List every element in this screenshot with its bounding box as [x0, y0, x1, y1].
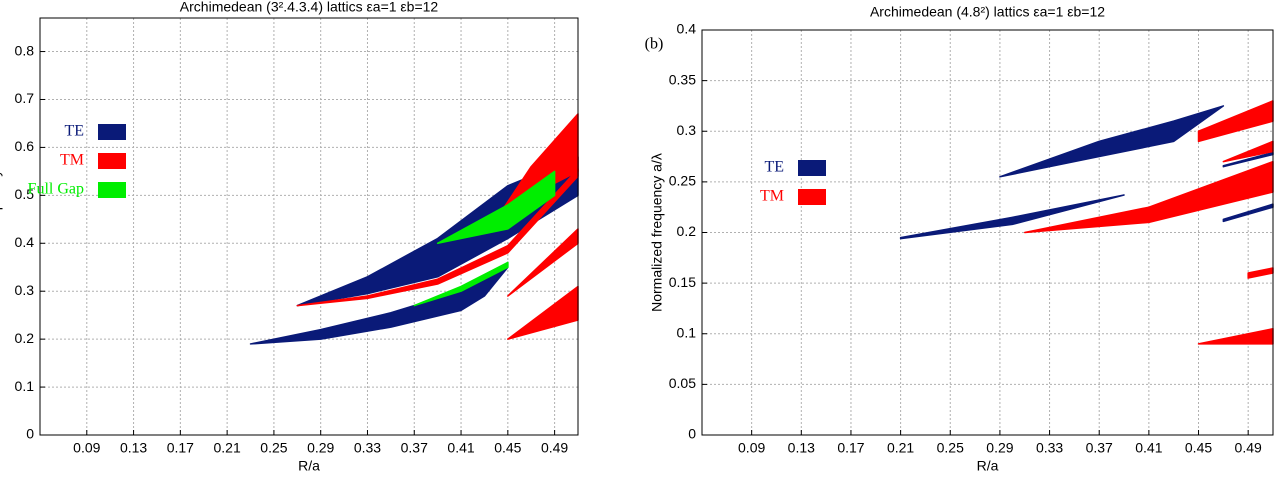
- x-axis-label: R/a: [298, 458, 320, 474]
- x-tick-label: 0.49: [1235, 440, 1262, 456]
- legend-swatch: [98, 124, 126, 140]
- gap-region: [999, 105, 1225, 178]
- legend-swatch: [798, 160, 826, 176]
- y-tick-label: 0.3: [677, 122, 697, 138]
- x-tick-label: 0.17: [167, 440, 194, 456]
- y-tick-label: 0.1: [677, 324, 697, 340]
- y-tick-label: 0: [26, 426, 34, 442]
- x-tick-label: 0.25: [260, 440, 287, 456]
- x-tick-label: 0.09: [738, 440, 765, 456]
- gap-region: [436, 170, 556, 245]
- plot-frame: [39, 17, 579, 436]
- chart-title: Archimedean (4.8²) lattics εa=1 εb=12: [870, 4, 1105, 20]
- legend-swatch: [98, 182, 126, 198]
- x-tick-label: 0.37: [1086, 440, 1113, 456]
- y-tick-label: 0.35: [669, 71, 696, 87]
- x-tick-label: 0.13: [120, 440, 147, 456]
- x-tick-label: 0.25: [937, 440, 964, 456]
- y-tick-label: 0.2: [677, 223, 697, 239]
- y-tick-label: 0.6: [15, 138, 35, 154]
- x-tick-label: 0.13: [788, 440, 815, 456]
- y-tick-label: 0.4: [15, 234, 35, 250]
- y-tick-label: 0: [688, 426, 696, 442]
- x-axis-label: R/a: [977, 458, 999, 474]
- y-tick-label: 0.7: [15, 90, 35, 106]
- legend-label: TM: [60, 152, 84, 169]
- y-tick-label: 0.2: [15, 330, 35, 346]
- x-tick-label: 0.41: [447, 440, 474, 456]
- y-tick-label: 0.1: [15, 378, 35, 394]
- x-tick-label: 0.37: [401, 440, 428, 456]
- x-tick-label: 0.45: [1185, 440, 1212, 456]
- x-tick-label: 0.21: [214, 440, 241, 456]
- y-tick-label: 0.15: [669, 274, 696, 290]
- y-tick-label: 0.4: [677, 21, 697, 37]
- x-tick-label: 0.09: [73, 440, 100, 456]
- chart-title: Archimedean (3².4.3.4) lattics εa=1 εb=1…: [180, 0, 439, 15]
- annotation: (b): [645, 36, 664, 53]
- x-tick-label: 0.29: [307, 440, 334, 456]
- legend-label: TE: [64, 123, 84, 140]
- legend-label: TE: [764, 159, 784, 176]
- x-tick-label: 0.33: [354, 440, 381, 456]
- x-tick-label: 0.45: [494, 440, 521, 456]
- y-tick-label: 0.25: [669, 173, 696, 189]
- gap-region: [899, 194, 1125, 240]
- x-tick-label: 0.49: [541, 440, 568, 456]
- legend-swatch: [98, 153, 126, 169]
- plot-frame: [701, 29, 1274, 436]
- legend-label: TM: [760, 188, 784, 205]
- y-axis-label: Normalized frequency a/λ: [649, 153, 665, 312]
- y-tick-label: 0.3: [15, 282, 35, 298]
- gap-region: [413, 261, 509, 307]
- legend-label: Full Gap: [28, 181, 84, 198]
- x-tick-label: 0.29: [986, 440, 1013, 456]
- x-tick-label: 0.21: [887, 440, 914, 456]
- y-axis-label: Normalized frequency a/λ: [0, 147, 3, 306]
- x-tick-label: 0.17: [837, 440, 864, 456]
- y-tick-label: 0.5: [15, 186, 35, 202]
- y-tick-label: 0.05: [669, 375, 696, 391]
- legend-swatch: [798, 189, 826, 205]
- x-tick-label: 0.41: [1135, 440, 1162, 456]
- x-tick-label: 0.33: [1036, 440, 1063, 456]
- y-tick-label: 0.8: [15, 42, 35, 58]
